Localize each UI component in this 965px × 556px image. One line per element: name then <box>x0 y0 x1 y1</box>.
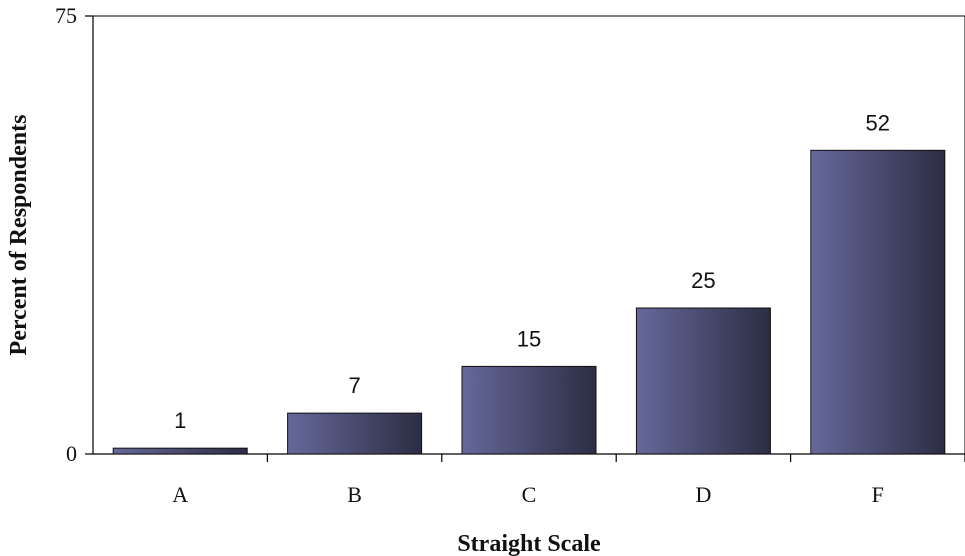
bars <box>112 149 946 455</box>
x-tick-label: A <box>172 482 188 507</box>
bar-a <box>112 447 248 455</box>
bar-b <box>287 412 423 455</box>
y-axis-title: Percent of Respondents <box>6 115 32 356</box>
data-label: 25 <box>691 268 715 293</box>
data-label: 15 <box>517 326 541 351</box>
x-tick-label: C <box>522 482 537 507</box>
data-label: 1 <box>174 408 186 433</box>
bar-c <box>461 365 597 455</box>
y-tick-label: 75 <box>55 3 77 28</box>
y-tick-label: 0 <box>66 441 77 466</box>
data-label: 52 <box>866 110 890 135</box>
data-labels: 1 7 15 25 52 <box>174 110 890 433</box>
data-label: 7 <box>348 373 360 398</box>
bar-d <box>635 307 771 455</box>
y-axis: 75 0 <box>55 3 94 466</box>
x-tick-label: F <box>872 482 884 507</box>
bar-f <box>810 149 946 455</box>
x-axis-ticks <box>266 454 965 462</box>
x-tick-label: D <box>695 482 711 507</box>
x-tick-label: B <box>347 482 362 507</box>
x-axis-title: Straight Scale <box>457 531 601 556</box>
